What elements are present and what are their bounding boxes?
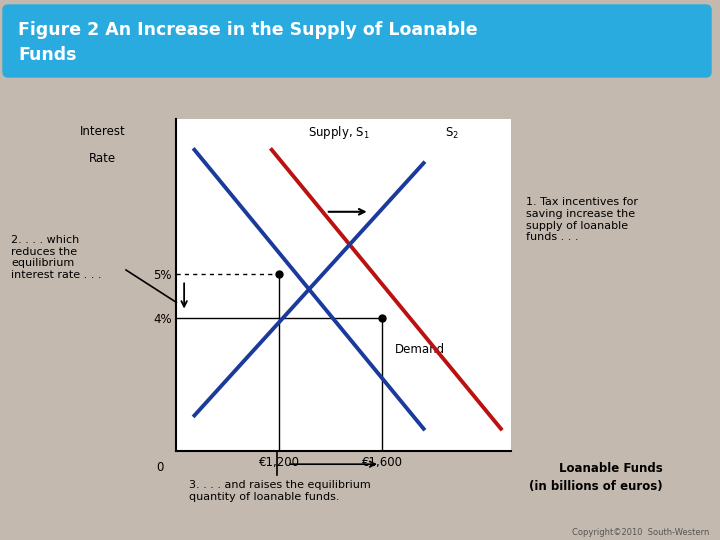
Text: 2. . . . which
reduces the
equilibrium
interest rate . . .: 2. . . . which reduces the equilibrium i… <box>12 235 102 280</box>
Text: Copyright©2010  South-Western: Copyright©2010 South-Western <box>572 528 709 537</box>
Text: 1. Tax incentives for
saving increase the
supply of loanable
funds . . .: 1. Tax incentives for saving increase th… <box>526 198 639 242</box>
Text: Rate: Rate <box>89 152 117 165</box>
Text: Demand: Demand <box>395 342 446 355</box>
Text: (in billions of euros): (in billions of euros) <box>528 480 662 492</box>
Text: Figure 2 An Increase in the Supply of Loanable: Figure 2 An Increase in the Supply of Lo… <box>18 21 477 39</box>
Text: Loanable Funds: Loanable Funds <box>559 462 662 475</box>
Text: Funds: Funds <box>18 46 76 64</box>
FancyBboxPatch shape <box>3 5 711 77</box>
Text: 0: 0 <box>156 461 163 474</box>
Text: Supply, S$_1$: Supply, S$_1$ <box>308 124 369 141</box>
Text: 3. . . . and raises the equilibrium
quantity of loanable funds.: 3. . . . and raises the equilibrium quan… <box>189 481 371 502</box>
Text: Interest: Interest <box>80 125 125 138</box>
Text: S$_2$: S$_2$ <box>445 126 459 141</box>
